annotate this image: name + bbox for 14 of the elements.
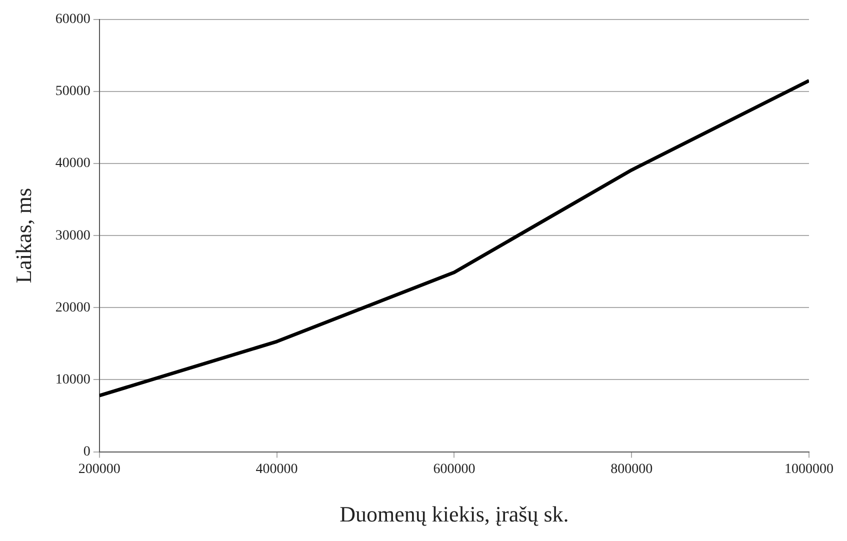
y-tick-label: 40000 <box>55 156 90 172</box>
y-tick-label: 20000 <box>55 300 90 316</box>
y-tick-label: 10000 <box>55 372 90 388</box>
x-tick-label: 200000 <box>78 462 120 477</box>
y-tick-label: 30000 <box>55 228 90 244</box>
x-tick-label: 1000000 <box>784 462 834 477</box>
y-tick-label: 50000 <box>55 84 90 100</box>
y-axis-title: Laikas, ms <box>10 188 36 284</box>
x-axis-title: Duomenų kiekis, įrašų sk. <box>340 502 569 527</box>
x-tick-label: 400000 <box>256 462 298 477</box>
y-tick-label: 0 <box>83 444 90 460</box>
x-tick-label: 800000 <box>610 462 653 477</box>
x-tick-label: 600000 <box>433 462 476 477</box>
y-tick-label: 60000 <box>55 12 90 28</box>
